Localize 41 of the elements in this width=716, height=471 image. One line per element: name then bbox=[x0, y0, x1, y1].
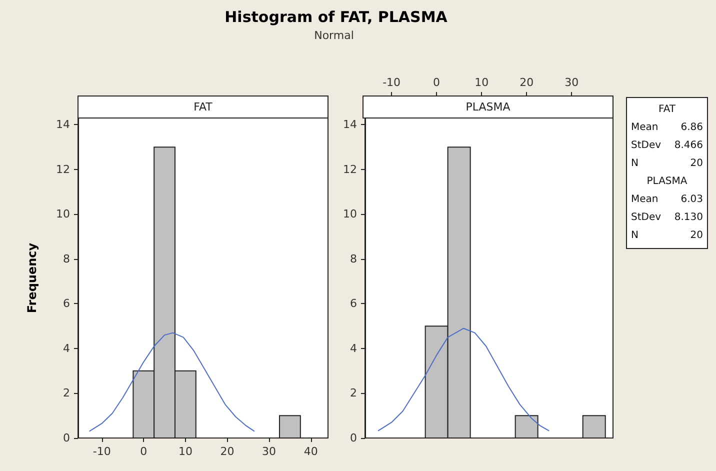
y-tick-label: 8 bbox=[63, 252, 70, 266]
y-axis-title: Frequency bbox=[25, 242, 39, 314]
x-tick-label: -10 bbox=[382, 76, 401, 89]
y-tick-label: 6 bbox=[350, 297, 357, 310]
x-tick-label: 10 bbox=[474, 76, 489, 89]
y-tick-label: 14 bbox=[342, 118, 357, 132]
y-tick-label: 10 bbox=[56, 208, 70, 221]
y-tick-label: 12 bbox=[342, 162, 357, 176]
text: N 20 bbox=[631, 158, 703, 169]
text: StDev 8.466 bbox=[631, 140, 703, 151]
x-tick-label: 0 bbox=[140, 445, 148, 458]
text: PLASMA bbox=[646, 175, 688, 189]
text: N 20 bbox=[631, 230, 703, 241]
x-tick-label: 40 bbox=[304, 445, 318, 458]
x-tick-label: -10 bbox=[92, 445, 111, 458]
y-tick-label: 2 bbox=[350, 386, 357, 400]
x-tick-label: 30 bbox=[262, 445, 276, 458]
y-tick-label: 10 bbox=[342, 208, 357, 221]
text: FAT bbox=[194, 100, 213, 114]
x-tick-label: 30 bbox=[564, 76, 579, 89]
y-tick-label: 6 bbox=[63, 297, 70, 310]
chart-subtitle: Normal bbox=[313, 29, 355, 42]
line-series bbox=[88, 332, 255, 432]
y-tick-label: 14 bbox=[56, 118, 70, 132]
text: Mean 6.03 bbox=[631, 194, 703, 205]
y-tick-label: 8 bbox=[350, 252, 357, 266]
text: Mean 6.86 bbox=[631, 122, 703, 133]
y-tick-label: 0 bbox=[63, 432, 70, 444]
text: StDev 8.130 bbox=[631, 212, 703, 223]
y-tick-label: 4 bbox=[63, 342, 70, 355]
x-tick-label: 0 bbox=[433, 76, 440, 89]
x-tick-label: 20 bbox=[520, 76, 534, 89]
x-tick-label: 20 bbox=[220, 445, 234, 458]
y-tick-label: 0 bbox=[350, 432, 357, 444]
y-tick-label: 4 bbox=[350, 342, 357, 355]
y-tick-label: 2 bbox=[63, 386, 70, 400]
legend-label: PLASMA bbox=[466, 100, 511, 114]
y-tick-label: 12 bbox=[56, 162, 70, 176]
text: FAT bbox=[657, 103, 676, 117]
x-tick-label: 10 bbox=[178, 445, 192, 458]
chart-title: Histogram of FAT, PLASMA bbox=[224, 8, 448, 26]
